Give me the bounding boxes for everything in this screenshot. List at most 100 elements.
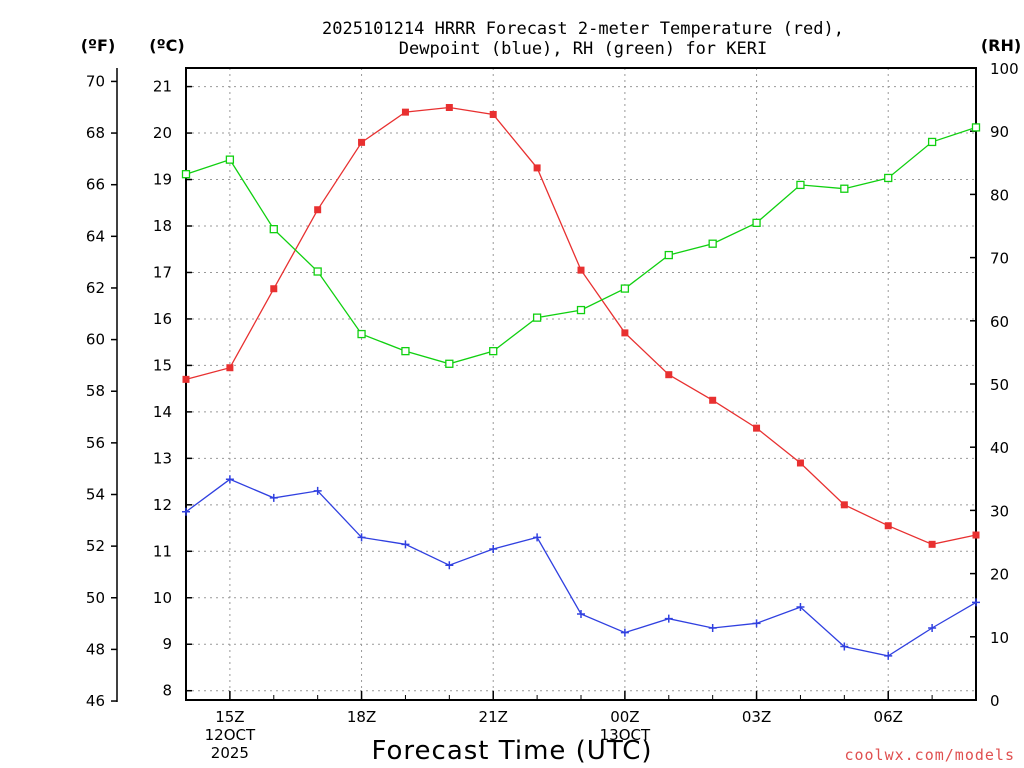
axes (116, 67, 977, 702)
rh-tick-label: 10 (990, 629, 1009, 647)
rh-point (532, 313, 542, 322)
temperature-point (577, 266, 585, 274)
dewpoint-point (664, 614, 673, 623)
temperature-point (226, 364, 234, 372)
rh-tick-label: 0 (990, 692, 1000, 710)
celsius-tick-label: 14 (153, 403, 172, 421)
dewpoint-point (401, 540, 410, 549)
time-tick-date: 12OCT (205, 726, 256, 744)
celsius-axis: 8 9 10 11 12 13 14 15 16 17 18 19 20 21 (153, 78, 192, 700)
fahrenheit-tick-label: 58 (86, 382, 105, 400)
fahrenheit-tick-label: 64 (86, 227, 105, 245)
fahrenheit-tick-label: 60 (86, 331, 105, 349)
fahrenheit-tick-label: 68 (86, 124, 105, 142)
celsius-tick-label: 16 (153, 310, 172, 328)
rh-point (708, 239, 717, 248)
celsius-tick-label: 18 (153, 217, 172, 235)
rh-tick-label: 40 (990, 439, 1009, 457)
rh-point (664, 250, 673, 260)
rh-point (313, 267, 322, 276)
celsius-tick-label: 20 (153, 124, 172, 142)
rh-tick-label: 100 (990, 60, 1019, 78)
fahrenheit-tick-label: 54 (86, 485, 105, 503)
rh-axis: 0 10 20 30 40 50 60 70 80 90 100 (970, 60, 1019, 710)
data-series (181, 104, 981, 660)
temperature-point (401, 108, 409, 116)
dewpoint-point (840, 642, 849, 651)
rh-point (796, 180, 805, 190)
time-tick-label: 03Z (742, 708, 771, 726)
dewpoint-point (884, 651, 893, 660)
temperature-point (972, 531, 980, 539)
fahrenheit-tick-label: 52 (86, 537, 105, 555)
rh-point (225, 155, 235, 164)
celsius-tick-label: 12 (153, 496, 172, 514)
dewpoint-point (928, 623, 937, 632)
celsius-tick-label: 19 (153, 171, 172, 189)
time-tick-date: 13OCT (600, 726, 651, 744)
rh-point (181, 170, 191, 179)
rh-line (185, 126, 977, 365)
rh-point (357, 329, 366, 339)
dewpoint-point (182, 507, 190, 516)
dewpoint-point (269, 493, 278, 502)
temperature-point (489, 110, 497, 118)
celsius-unit-label: (ºC) (149, 36, 184, 55)
dewpoint-point (796, 603, 805, 612)
chart-title-line1: 2025101214 HRRR Forecast 2-meter Tempera… (322, 19, 844, 39)
fahrenheit-axis: 46 48 50 52 54 56 58 60 62 64 66 68 70 (86, 72, 117, 710)
dewpoint-point (708, 623, 717, 632)
fahrenheit-unit-label: (ºF) (81, 36, 116, 55)
dewpoint-point (533, 533, 542, 542)
rh-point (576, 305, 586, 315)
temperature-point (928, 540, 936, 548)
fahrenheit-tick-label: 62 (86, 279, 105, 297)
dewpoint-point (972, 598, 980, 607)
rh-tick-label: 60 (990, 313, 1009, 331)
celsius-tick-label: 13 (153, 449, 172, 467)
celsius-tick-label: 8 (162, 682, 172, 700)
rh-point (884, 173, 893, 183)
temperature-point (270, 285, 278, 293)
temperature-point (533, 164, 541, 172)
dewpoint-point (489, 544, 498, 553)
time-tick-label: 15Z (215, 708, 244, 726)
temperature-point (884, 522, 892, 530)
celsius-tick-label: 10 (153, 589, 172, 607)
rh-tick-label: 90 (990, 123, 1009, 141)
rh-point (269, 225, 278, 234)
rh-point (489, 346, 498, 356)
rh-point (840, 184, 849, 193)
rh-tick-label: 80 (990, 186, 1009, 204)
dewpoint-point (577, 610, 585, 619)
rh-tick-label: 50 (990, 376, 1009, 394)
time-tick-label: 00Z (610, 708, 639, 726)
x-axis-label: Forecast Time (UTC) (371, 736, 652, 766)
fahrenheit-tick-label: 50 (86, 589, 105, 607)
rh-point (927, 137, 937, 147)
grid-lines (186, 68, 976, 700)
fahrenheit-tick-label: 66 (86, 176, 105, 194)
rh-point (401, 346, 410, 356)
time-tick-label: 18Z (347, 708, 376, 726)
fahrenheit-tick-label: 46 (86, 692, 105, 710)
dewpoint-point (752, 619, 761, 628)
dewpoint-point (313, 486, 322, 495)
dewpoint-point (620, 628, 629, 637)
temperature-point (314, 206, 322, 214)
credit-text: coolwx.com/models (844, 746, 1015, 764)
temperature-point (709, 396, 717, 404)
celsius-tick-label: 21 (153, 78, 172, 96)
celsius-tick-label: 9 (162, 635, 172, 653)
rh-point (445, 359, 454, 368)
rh-tick-label: 30 (990, 502, 1009, 520)
temperature-point (753, 424, 761, 432)
temperature-point (358, 138, 366, 146)
fahrenheit-tick-label: 56 (86, 434, 105, 452)
temperature-line (185, 106, 977, 545)
rh-point (971, 123, 981, 132)
fahrenheit-tick-label: 48 (86, 640, 105, 658)
dewpoint-point (225, 475, 234, 484)
